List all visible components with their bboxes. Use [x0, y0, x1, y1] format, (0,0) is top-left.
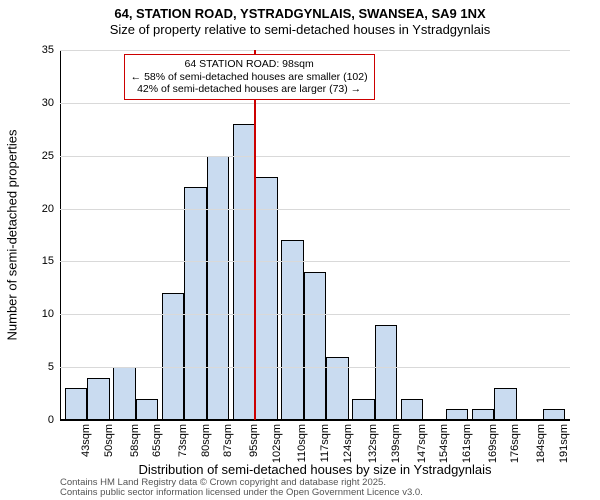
y-tick-label: 35 [42, 44, 54, 56]
x-tick-label: 132sqm [367, 424, 379, 463]
histogram-bar [304, 272, 327, 420]
gridline-h [60, 420, 570, 421]
footer-line2: Contains public sector information licen… [60, 488, 423, 498]
x-tick-label: 87sqm [222, 424, 234, 457]
histogram-bar [543, 409, 566, 420]
x-tick-label: 58sqm [129, 424, 141, 457]
histogram-bar [281, 240, 304, 420]
x-tick-label: 102sqm [271, 424, 283, 463]
gridline-h [60, 367, 570, 368]
x-tick-label: 184sqm [535, 424, 547, 463]
x-tick-label: 65sqm [151, 424, 163, 457]
gridline-h [60, 314, 570, 315]
bars-container [60, 50, 570, 420]
x-tick-label: 191sqm [558, 424, 570, 463]
footer-attribution: Contains HM Land Registry data © Crown c… [60, 478, 423, 499]
y-tick-label: 15 [42, 255, 54, 267]
gridline-h [60, 261, 570, 262]
x-tick-label: 95sqm [248, 424, 260, 457]
histogram-bar [446, 409, 469, 420]
gridline-h [60, 156, 570, 157]
chart-title-main: 64, STATION ROAD, YSTRADGYNLAIS, SWANSEA… [0, 6, 600, 22]
histogram-bar [352, 399, 375, 420]
gridline-h [60, 209, 570, 210]
histogram-bar [375, 325, 398, 420]
y-tick-label: 0 [48, 414, 54, 426]
y-tick-label: 25 [42, 150, 54, 162]
annotation-larger: 42% of semi-detached houses are larger (… [131, 83, 368, 96]
histogram-bar [255, 177, 278, 420]
x-axis-title: Distribution of semi-detached houses by … [60, 462, 570, 477]
gridline-h [60, 50, 570, 51]
histogram-bar [401, 399, 424, 420]
x-tick-label: 161sqm [461, 424, 473, 463]
histogram-bar [184, 187, 207, 420]
x-tick-label: 124sqm [342, 424, 354, 463]
annotation-smaller: ← 58% of semi-detached houses are smalle… [131, 71, 368, 84]
x-tick-label: 50sqm [103, 424, 115, 457]
y-tick-label: 5 [48, 361, 54, 373]
y-axis-title: Number of semi-detached properties [5, 130, 20, 341]
x-tick-label: 110sqm [296, 424, 308, 462]
x-tick-label: 73sqm [177, 424, 189, 457]
x-tick-label: 154sqm [438, 424, 450, 463]
x-tick-label: 43sqm [80, 424, 92, 457]
marker-line [254, 50, 256, 420]
x-tick-label: 176sqm [509, 424, 521, 463]
histogram-bar [494, 388, 517, 420]
x-tick-label: 80sqm [200, 424, 212, 457]
histogram-bar [65, 388, 88, 420]
y-tick-label: 20 [42, 203, 54, 215]
gridline-h [60, 103, 570, 104]
annotation-box: 64 STATION ROAD: 98sqm← 58% of semi-deta… [124, 54, 375, 100]
y-tick-label: 30 [42, 97, 54, 109]
histogram-bar [472, 409, 495, 420]
histogram-bar [162, 293, 185, 420]
chart-title-block: 64, STATION ROAD, YSTRADGYNLAIS, SWANSEA… [0, 0, 600, 39]
histogram-bar [326, 357, 349, 420]
histogram-bar [233, 124, 256, 420]
x-tick-label: 139sqm [390, 424, 402, 463]
y-tick-label: 10 [42, 308, 54, 320]
histogram-bar [136, 399, 159, 420]
annotation-label: 64 STATION ROAD: 98sqm [131, 58, 368, 71]
histogram-bar [113, 367, 136, 420]
histogram-bar [87, 378, 110, 420]
x-tick-label: 147sqm [416, 424, 428, 463]
histogram-bar [207, 156, 230, 420]
plot-area: 0510152025303543sqm50sqm58sqm65sqm73sqm8… [60, 50, 570, 420]
x-tick-label: 117sqm [319, 424, 331, 462]
x-tick-label: 169sqm [487, 424, 499, 463]
chart-title-sub: Size of property relative to semi-detach… [0, 22, 600, 38]
